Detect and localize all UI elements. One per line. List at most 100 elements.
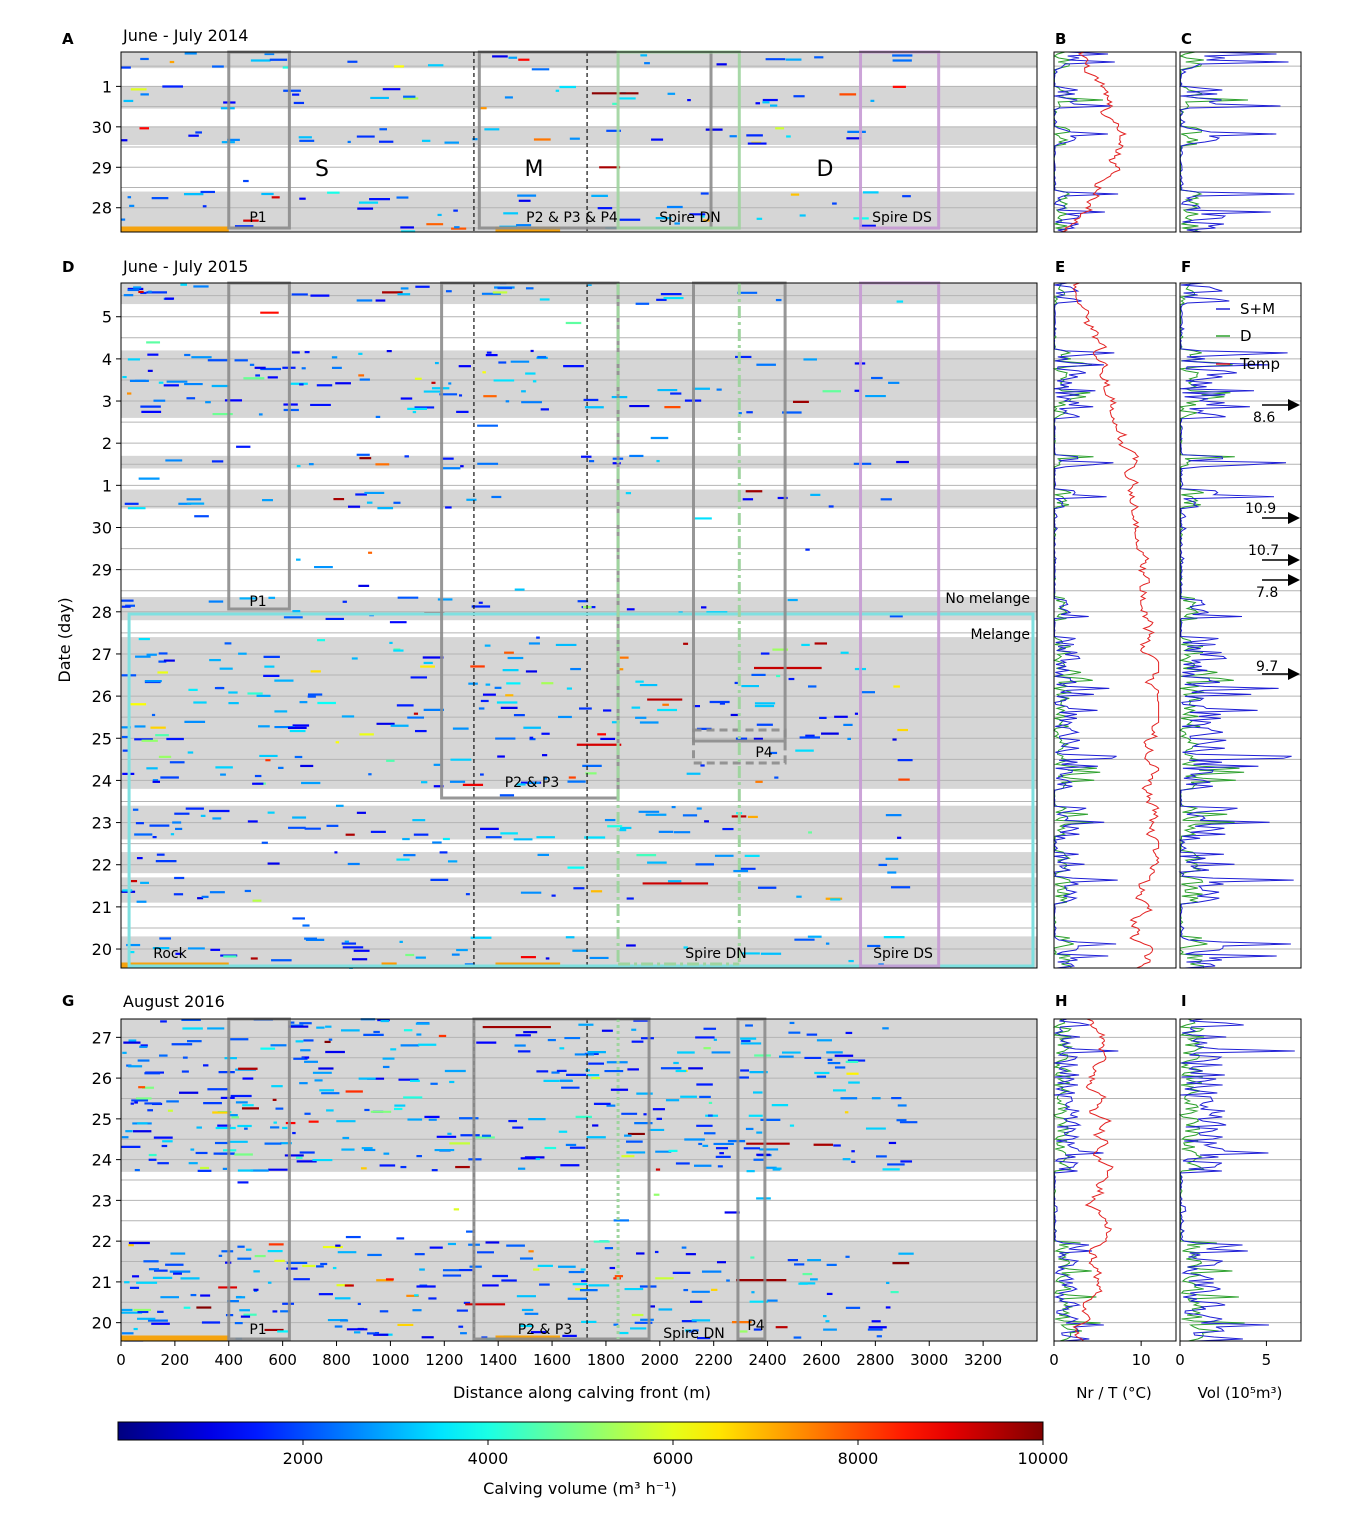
region-label-spireds-a: Spire DS (872, 210, 932, 226)
region-label-rock: Rock (153, 946, 187, 962)
vol-axes-frame (1179, 51, 1302, 233)
main-axes-frame (120, 1018, 1038, 1342)
vol-sm-series (1179, 1018, 1295, 1342)
x-tick-label: 2000 (641, 1351, 679, 1369)
y-tick-label: 26 (92, 687, 112, 706)
colorbar-tick-label: 10000 (1018, 1449, 1069, 1468)
region-label-p4-d: P4 (755, 745, 772, 761)
x-tick-label: 1600 (533, 1351, 571, 1369)
melange-box (127, 612, 1035, 968)
nr-sm-series (1053, 1018, 1119, 1342)
arrow-label-1: 8.6 (1253, 410, 1275, 426)
vol-axes-frame (1179, 282, 1302, 969)
vol-x-tick-label: 5 (1262, 1351, 1272, 1369)
y-tick-label: 25 (92, 729, 112, 748)
region-label-spiredn-d: Spire DN (685, 946, 746, 962)
y-tick-label: 20 (92, 1314, 112, 1333)
y-tick-label: 23 (92, 1191, 112, 1210)
colorbar-tick-label: 4000 (468, 1449, 509, 1468)
y-tick-label: 5 (102, 308, 112, 327)
gray-band (121, 52, 1037, 69)
arrow-label-3: 10.7 (1248, 543, 1279, 559)
y-tick-label: 29 (92, 561, 112, 580)
x-axis-label: Distance along calving front (m) (453, 1383, 711, 1402)
y-tick-label: 24 (92, 771, 112, 790)
panel-letter-c: C (1181, 30, 1192, 48)
legend: S+M D Temp (1216, 300, 1280, 373)
y-tick-label: 1 (102, 77, 112, 96)
y-tick-label: 30 (92, 118, 112, 137)
y-tick-label: 1 (102, 476, 112, 495)
gray-band (121, 1241, 1037, 1341)
nr-axes-frame (1053, 1018, 1177, 1342)
colorbar-bar (117, 1421, 1044, 1441)
panel-letter-i: I (1181, 992, 1187, 1010)
y-tick-label: 30 (92, 518, 112, 537)
gray-band (121, 455, 1037, 469)
nr-x-tick-label: 0 (1049, 1351, 1059, 1369)
panel-letter-h: H (1055, 992, 1068, 1010)
vol-arrow-head (1288, 574, 1300, 586)
panel-d-title: June - July 2015 (122, 257, 248, 276)
y-tick-label: 27 (92, 1028, 112, 1047)
panel-letter-f: F (1181, 258, 1191, 276)
vol-sm-series (1178, 282, 1294, 969)
panel-letter-d: D (62, 258, 74, 276)
panel-g-title: August 2016 (123, 992, 225, 1011)
gray-band (121, 637, 1037, 789)
annotation-no-melange: No melange (945, 591, 1030, 607)
panel-letter-e: E (1055, 258, 1065, 276)
nr-x-tick-label: 10 (1132, 1351, 1151, 1369)
vol-axes-frame (1179, 1018, 1302, 1342)
x-tick-label: 2600 (802, 1351, 840, 1369)
x-tick-label: 800 (322, 1351, 351, 1369)
text-layer: A D G B C E F H I June - July 2014 June … (55, 26, 1282, 1498)
axes-frames-layer (120, 51, 1302, 1342)
region-label-p234-a: P2 & P3 & P4 (526, 210, 618, 226)
y-tick-label: 25 (92, 1110, 112, 1129)
y-tick-label: 22 (92, 1232, 112, 1251)
region-label-p1-g: P1 (249, 1322, 266, 1338)
x-tick-label: 200 (161, 1351, 190, 1369)
y-tick-label: 28 (92, 199, 112, 218)
x-tick-label: 2400 (748, 1351, 786, 1369)
legend-label-sm: S+M (1240, 300, 1275, 318)
panel-letter-g: G (62, 992, 74, 1010)
temp-series (1072, 1018, 1114, 1342)
vol-arrow-head (1288, 399, 1300, 411)
grid-layer (121, 65, 1301, 1324)
nr-axes-frame (1053, 51, 1177, 233)
panel-a-title: June - July 2014 (122, 26, 248, 45)
volume-axis-label: Vol (10⁵m³) (1198, 1384, 1283, 1402)
colorbar-label: Calving volume (m³ h⁻¹) (483, 1479, 677, 1498)
y-tick-label: 20 (92, 940, 112, 959)
zone-label-m: M (525, 157, 544, 182)
y-tick-label: 3 (102, 392, 112, 411)
main-axes-frame (120, 282, 1038, 969)
y-tick-label: 22 (92, 856, 112, 875)
legend-label-temp: Temp (1239, 355, 1280, 373)
gray-band (121, 126, 1037, 146)
region-label-p23-d: P2 & P3 (505, 775, 560, 791)
temp-series (1061, 51, 1127, 233)
y-tick-label: 26 (92, 1069, 112, 1088)
y-tick-label: 21 (92, 898, 112, 917)
gray-band (121, 1019, 1037, 1172)
y-tick-label: 29 (92, 158, 112, 177)
colorbar-tick-label: 6000 (653, 1449, 694, 1468)
vol-x-tick-label: 0 (1175, 1351, 1185, 1369)
y-tick-label: 27 (92, 645, 112, 664)
x-tick-label: 400 (214, 1351, 243, 1369)
x-tick-label: 1400 (479, 1351, 517, 1369)
zone-label-s: S (315, 157, 329, 182)
x-tick-label: 1000 (371, 1351, 409, 1369)
x-tick-label: 3200 (964, 1351, 1002, 1369)
vol-arrow-head (1288, 554, 1300, 566)
vol-arrow-head (1288, 668, 1300, 680)
y-tick-label: 21 (92, 1273, 112, 1292)
y-tick-label: 4 (102, 350, 112, 369)
gray-band (121, 283, 1037, 305)
y-tick-label: 2 (102, 434, 112, 453)
gray-band (121, 489, 1037, 509)
x-tick-label: 2800 (856, 1351, 894, 1369)
